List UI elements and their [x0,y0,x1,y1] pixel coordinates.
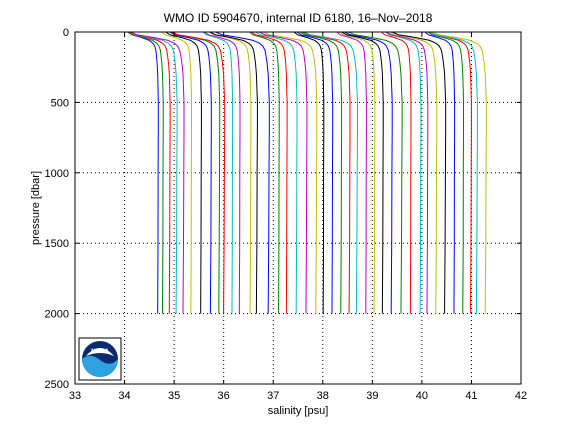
profile-line-22 [296,31,334,314]
profile-line-15 [215,31,270,314]
axes-frame [74,31,522,385]
profile-line-4 [129,31,178,314]
profile-line-36 [424,31,456,314]
profile-line-18 [255,31,298,314]
profile-line-24 [302,31,351,314]
noaa-logo: NOAA [78,337,122,381]
x-axis-label: salinity [psu] [268,405,329,417]
chart-title: WMO ID 5904670, internal ID 6180, 16–Nov… [164,11,433,25]
profile-line-25 [303,31,358,314]
y-tick-label: 1500 [45,238,69,250]
profile-line-32 [384,31,422,314]
profile-line-20 [263,31,318,314]
x-tick-label: 39 [366,390,378,402]
profile-line-10 [170,31,226,314]
profile-line-40 [432,31,487,314]
profile-line-11 [202,31,234,314]
x-tick-label: 42 [515,390,527,402]
y-tick-label: 1000 [45,168,69,180]
axis-ticks: 33 34 35 36 37 38 39 40 41 42 0 500 1000 1500 2000 2500 [45,27,528,402]
profile-line-6 [161,31,192,314]
profile-line-23 [299,31,343,314]
profile-line-39 [429,31,478,314]
profile-line-13 [209,31,252,314]
profile-line-27 [338,31,376,314]
x-tick-label: 40 [416,390,428,402]
profile-line-37 [427,31,464,314]
profile-line-38 [429,31,472,314]
profile-line-19 [259,31,308,314]
profile-line-29 [344,31,393,314]
profile-line-17 [251,31,288,314]
profile-line-8 [169,31,212,314]
y-tick-label: 0 [63,27,69,39]
profile-lines [127,31,487,314]
profile-line-34 [388,31,438,314]
x-tick-label: 35 [168,390,180,402]
profile-line-3 [128,31,171,314]
y-axis-label: pressure [dbar] [30,171,42,245]
profile-line-28 [341,31,384,314]
x-tick-label: 36 [218,390,230,402]
profile-line-5 [130,31,185,314]
y-tick-label: 500 [51,97,69,109]
profile-line-30 [348,31,403,314]
noaa-logo-text: NOAA [91,349,109,355]
profile-line-31 [380,31,412,314]
profile-line-9 [171,31,221,314]
y-tick-label: 2000 [45,309,69,321]
profile-line-21 [293,31,325,314]
profile-line-1 [128,31,159,314]
noaa-logo-wave [82,355,118,377]
y-tick-label: 2500 [45,379,69,391]
profile-line-12 [204,31,241,314]
profile-line-14 [209,31,258,314]
x-tick-label: 34 [118,390,130,402]
profile-line-35 [391,31,447,314]
profile-line-2 [127,31,164,314]
profile-line-16 [249,31,280,314]
x-tick-label: 37 [267,390,279,402]
x-tick-label: 41 [465,390,477,402]
profile-line-7 [165,31,202,314]
noaa-logo-gull [86,348,114,356]
x-tick-label: 38 [317,390,329,402]
profile-line-26 [336,31,367,314]
profile-line-33 [385,31,429,314]
x-tick-label: 33 [69,390,81,402]
